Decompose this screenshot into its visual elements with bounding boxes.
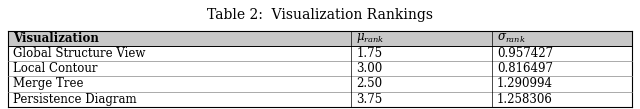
Bar bbox=[8, 31, 632, 46]
Text: 1.258306: 1.258306 bbox=[497, 93, 553, 106]
Text: 1.290994: 1.290994 bbox=[497, 77, 553, 90]
Text: 3.00: 3.00 bbox=[356, 62, 383, 75]
Text: 2.50: 2.50 bbox=[356, 77, 383, 90]
Text: 0.957427: 0.957427 bbox=[497, 47, 553, 60]
Bar bbox=[8, 76, 632, 92]
Bar bbox=[8, 46, 632, 61]
Text: 0.816497: 0.816497 bbox=[497, 62, 553, 75]
Text: 3.75: 3.75 bbox=[356, 93, 383, 106]
Text: Visualization: Visualization bbox=[13, 32, 99, 45]
Text: 1.75: 1.75 bbox=[356, 47, 383, 60]
Text: $\sigma_{rank}$: $\sigma_{rank}$ bbox=[497, 32, 525, 45]
Text: Merge Tree: Merge Tree bbox=[13, 77, 83, 90]
Bar bbox=[8, 92, 632, 107]
Text: Persistence Diagram: Persistence Diagram bbox=[13, 93, 136, 106]
Text: Table 2:  Visualization Rankings: Table 2: Visualization Rankings bbox=[207, 8, 433, 22]
Text: Local Contour: Local Contour bbox=[13, 62, 97, 75]
Text: $\mu_{rank}$: $\mu_{rank}$ bbox=[356, 31, 385, 45]
Bar bbox=[8, 61, 632, 76]
Text: Global Structure View: Global Structure View bbox=[13, 47, 145, 60]
